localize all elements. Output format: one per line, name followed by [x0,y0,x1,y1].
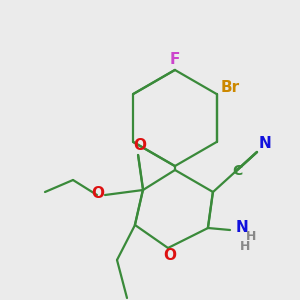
Text: F: F [170,52,180,68]
Text: O: O [92,185,104,200]
Text: O: O [164,248,176,263]
Text: O: O [134,137,146,152]
Text: H: H [240,241,250,254]
Text: Br: Br [221,80,240,95]
Text: N: N [259,136,272,152]
Text: H: H [246,230,256,244]
Text: C: C [232,164,242,178]
Text: N: N [236,220,249,236]
